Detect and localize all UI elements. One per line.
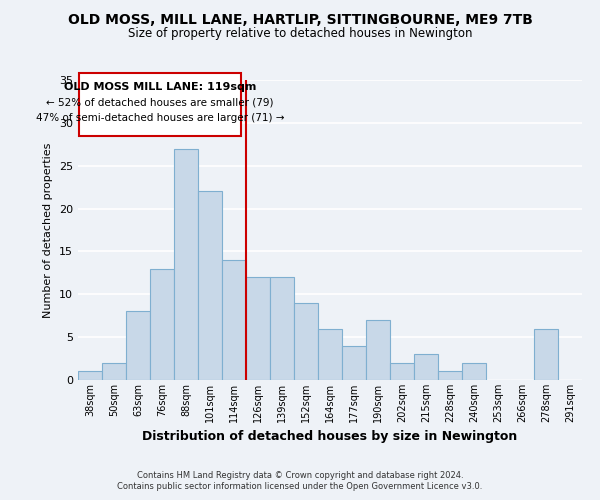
Text: OLD MOSS, MILL LANE, HARTLIP, SITTINGBOURNE, ME9 7TB: OLD MOSS, MILL LANE, HARTLIP, SITTINGBOU… <box>68 12 532 26</box>
Bar <box>78 372 102 380</box>
Bar <box>126 312 150 380</box>
Text: OLD MOSS MILL LANE: 119sqm: OLD MOSS MILL LANE: 119sqm <box>64 82 256 92</box>
Bar <box>342 346 366 380</box>
FancyBboxPatch shape <box>79 73 241 136</box>
Bar <box>366 320 390 380</box>
Bar <box>222 260 246 380</box>
Bar <box>462 363 486 380</box>
Text: 47% of semi-detached houses are larger (71) →: 47% of semi-detached houses are larger (… <box>36 112 284 122</box>
Bar <box>174 148 198 380</box>
Bar <box>150 268 174 380</box>
X-axis label: Distribution of detached houses by size in Newington: Distribution of detached houses by size … <box>142 430 518 444</box>
Y-axis label: Number of detached properties: Number of detached properties <box>43 142 53 318</box>
Text: ← 52% of detached houses are smaller (79): ← 52% of detached houses are smaller (79… <box>46 97 274 107</box>
Text: Contains public sector information licensed under the Open Government Licence v3: Contains public sector information licen… <box>118 482 482 491</box>
Bar <box>438 372 462 380</box>
Bar <box>102 363 126 380</box>
Bar <box>294 303 318 380</box>
Bar <box>246 277 270 380</box>
Bar <box>270 277 294 380</box>
Bar <box>414 354 438 380</box>
Text: Contains HM Land Registry data © Crown copyright and database right 2024.: Contains HM Land Registry data © Crown c… <box>137 471 463 480</box>
Bar <box>390 363 414 380</box>
Bar <box>534 328 558 380</box>
Bar <box>318 328 342 380</box>
Text: Size of property relative to detached houses in Newington: Size of property relative to detached ho… <box>128 28 472 40</box>
Bar <box>198 192 222 380</box>
